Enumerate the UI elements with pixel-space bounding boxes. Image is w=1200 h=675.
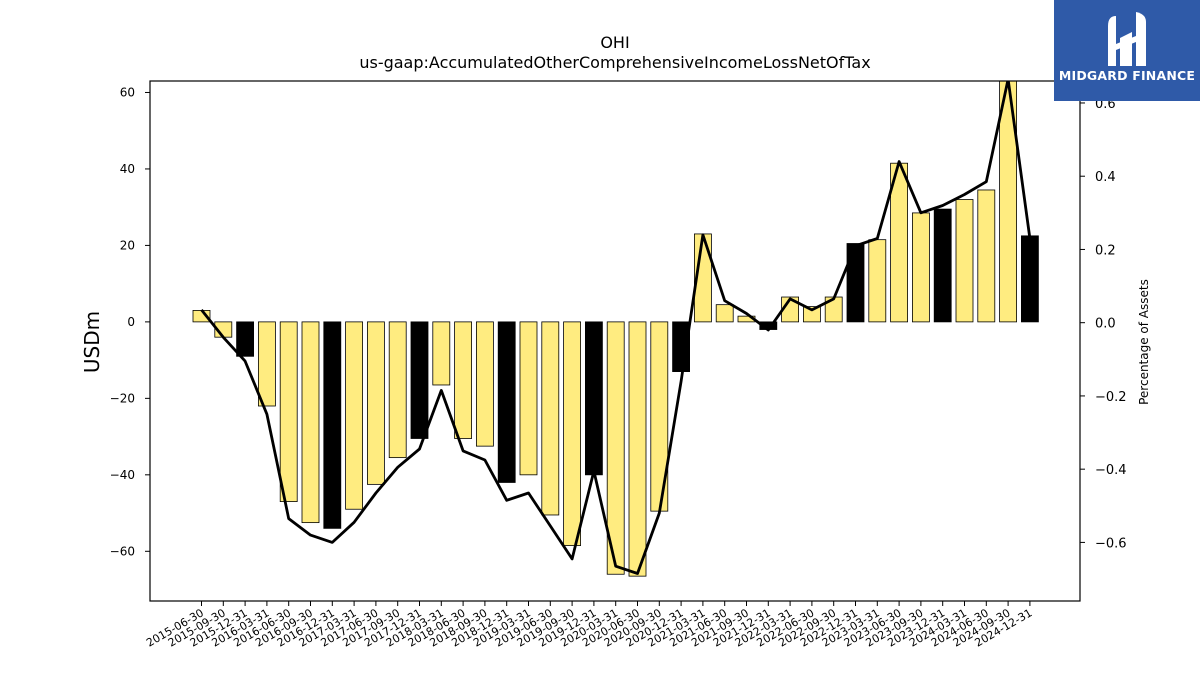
- bar-2016-09-30: [301, 321, 320, 524]
- bar-2018-12-31: [497, 321, 516, 483]
- bar-2016-06-30: [279, 321, 298, 502]
- chart-subtitle: us-gaap:AccumulatedOtherComprehensiveInc…: [359, 53, 870, 72]
- midgard-finance-logo: MIDGARD FINANCE: [1054, 0, 1200, 101]
- plot-frame: [149, 80, 1081, 602]
- bar-2023-09-30: [912, 212, 930, 323]
- y2-tick-label: −0.2: [1095, 390, 1127, 405]
- bar-2022-06-30: [803, 306, 821, 323]
- bar-2016-03-31: [257, 321, 276, 407]
- bar-2019-03-31: [519, 321, 538, 476]
- percentage-of-assets-line: [200, 81, 1032, 575]
- bar-2017-12-31: [410, 321, 429, 439]
- bar-2018-03-31: [432, 321, 451, 386]
- bar-2019-09-30: [563, 321, 581, 546]
- bar-2023-12-31: [933, 208, 952, 323]
- bar-2024-09-30: [999, 81, 1017, 323]
- bar-2018-06-30: [454, 321, 473, 439]
- bar-2024-03-31: [955, 199, 974, 323]
- y2-tick-label: −0.6: [1095, 536, 1127, 551]
- chart-title: OHI: [600, 33, 629, 52]
- bar-2017-09-30: [388, 321, 407, 459]
- bar-2016-12-31: [323, 321, 342, 529]
- bar-2018-09-30: [475, 321, 494, 447]
- bar-2019-06-30: [541, 321, 560, 516]
- y-tick-label: −40: [110, 468, 135, 482]
- bar-2020-06-30: [628, 321, 647, 577]
- bar-2017-06-30: [366, 321, 385, 485]
- bar-2022-12-31: [846, 243, 865, 323]
- data-marks: [192, 81, 1039, 577]
- y-tick-label: 20: [120, 238, 135, 252]
- y-tick-label: 0: [127, 315, 135, 329]
- y-tick-label: 40: [120, 162, 135, 176]
- bar-2024-12-31: [1021, 235, 1039, 323]
- bar-2020-03-31: [606, 321, 625, 575]
- midgard-logo-icon: [1108, 12, 1146, 66]
- bar-2024-06-30: [977, 189, 996, 323]
- bar-2023-03-31: [868, 239, 887, 323]
- bar-2017-03-31: [345, 321, 364, 510]
- bar-2021-06-30: [715, 304, 734, 323]
- y2-axis-label: Percentage of Assets: [1137, 279, 1151, 405]
- logo-text: MIDGARD FINANCE: [1058, 68, 1196, 83]
- y-tick-label: −60: [110, 544, 135, 558]
- y2-tick-label: −0.4: [1095, 463, 1127, 478]
- y2-tick-label: 0.4: [1095, 170, 1116, 185]
- y2-tick-label: 0.0: [1095, 317, 1116, 332]
- y2-tick-label: 0.2: [1095, 243, 1116, 258]
- bar-2015-12-31: [236, 321, 255, 357]
- y-axis-label: USDm: [80, 311, 104, 373]
- y-tick-label: −20: [110, 391, 135, 405]
- bar-2019-12-31: [585, 321, 603, 476]
- y-tick-label: 60: [120, 85, 135, 99]
- plot-area: −60−40−200204060−0.6−0.4−0.20.00.20.40.6…: [110, 80, 1127, 650]
